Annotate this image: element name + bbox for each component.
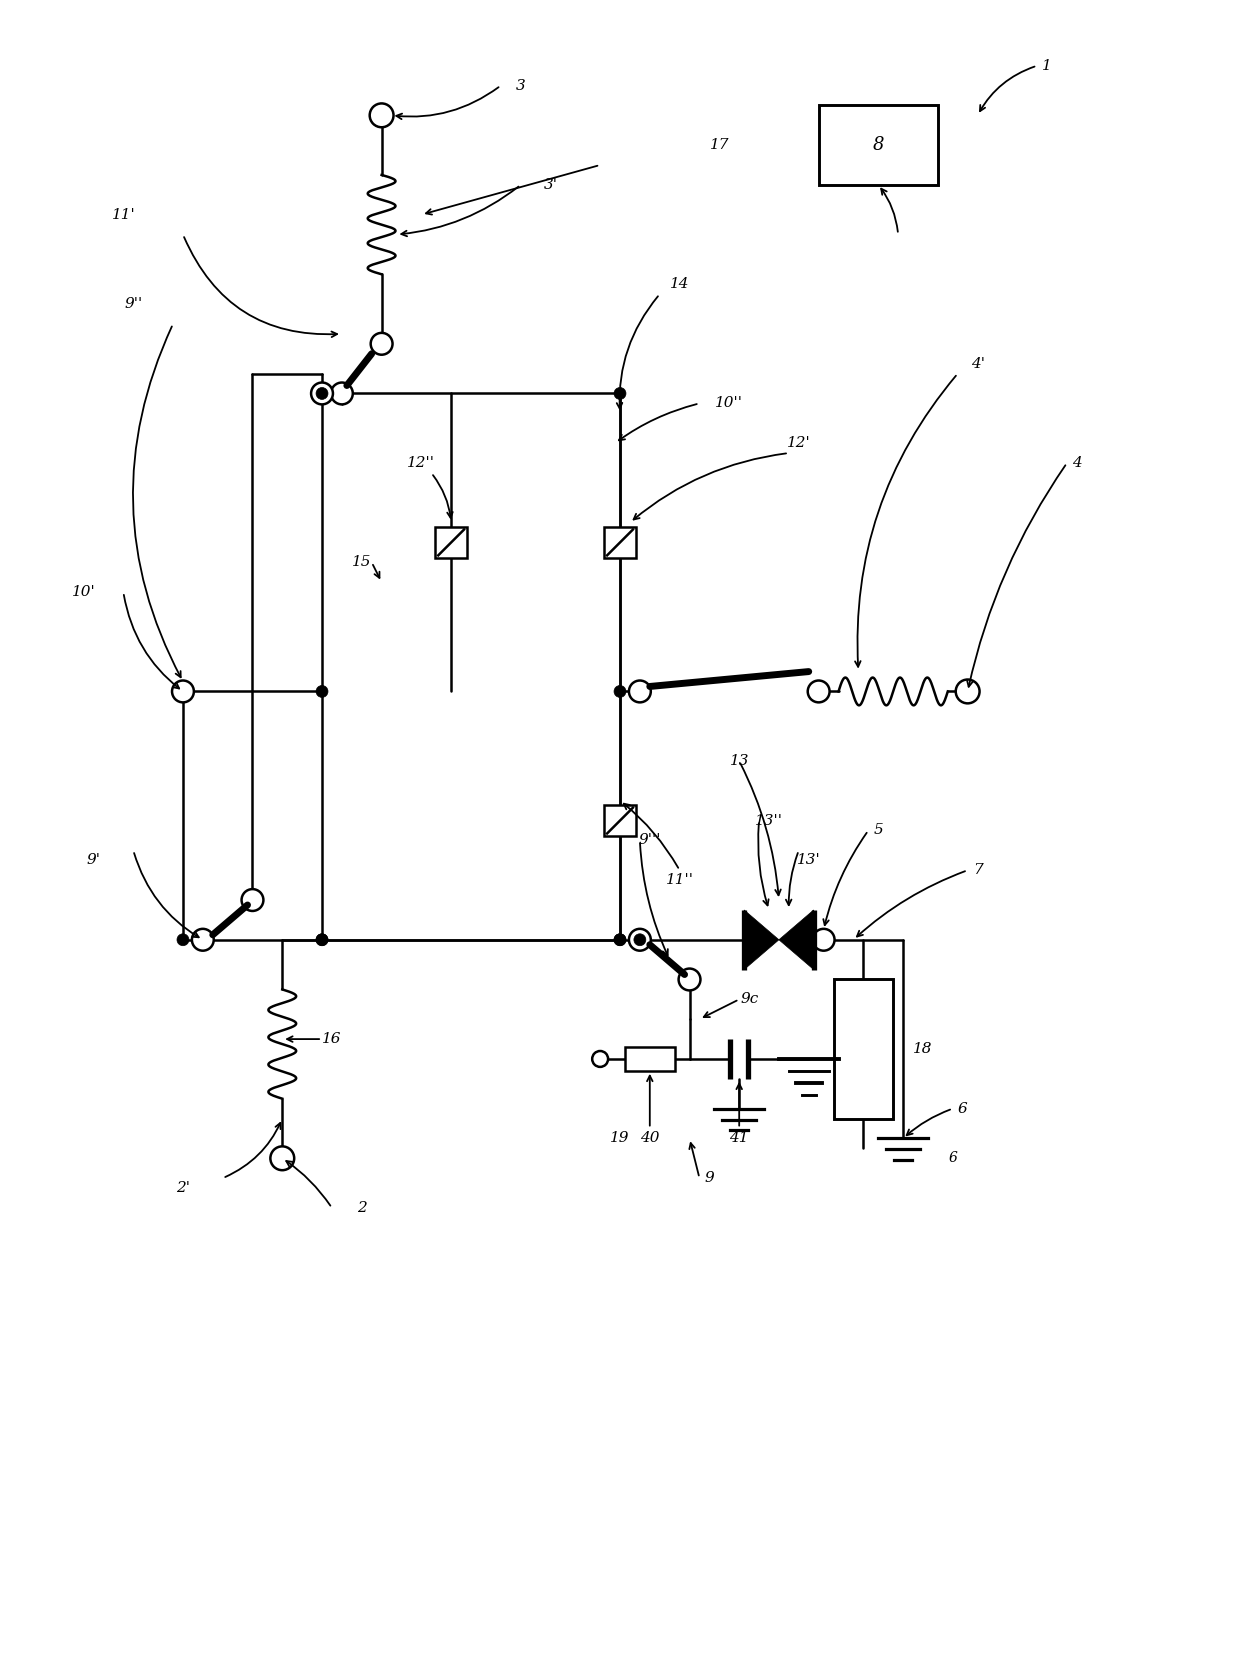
Circle shape — [370, 103, 393, 128]
Text: 2': 2' — [176, 1181, 190, 1194]
Text: 9: 9 — [704, 1171, 714, 1186]
Circle shape — [242, 889, 263, 910]
Text: 12'': 12'' — [408, 457, 435, 470]
Text: 10': 10' — [72, 585, 95, 600]
Text: 13: 13 — [729, 754, 749, 767]
Text: 13'': 13'' — [755, 814, 782, 827]
Circle shape — [614, 387, 626, 399]
Text: 11'': 11'' — [666, 874, 693, 887]
Circle shape — [678, 968, 701, 990]
Text: 9'': 9'' — [124, 297, 143, 311]
Bar — [604, 527, 636, 558]
Bar — [625, 1046, 675, 1071]
Bar — [604, 804, 636, 837]
Text: 40: 40 — [640, 1131, 660, 1146]
Circle shape — [956, 679, 980, 703]
Circle shape — [807, 681, 830, 703]
Text: 6: 6 — [957, 1101, 967, 1116]
Circle shape — [172, 681, 193, 703]
Text: 15: 15 — [352, 555, 372, 570]
Circle shape — [331, 382, 353, 404]
Text: 16: 16 — [322, 1031, 342, 1046]
Text: 13': 13' — [797, 854, 821, 867]
Circle shape — [614, 686, 626, 698]
Text: 5: 5 — [873, 824, 883, 837]
Circle shape — [593, 1051, 608, 1066]
Circle shape — [614, 933, 626, 945]
Circle shape — [177, 933, 188, 945]
Polygon shape — [779, 910, 813, 970]
Circle shape — [614, 933, 626, 945]
Text: 19: 19 — [610, 1131, 630, 1146]
Circle shape — [316, 686, 327, 698]
Circle shape — [634, 933, 646, 945]
Circle shape — [629, 928, 651, 950]
Text: 41: 41 — [729, 1131, 749, 1146]
Bar — [833, 980, 893, 1118]
Circle shape — [629, 681, 651, 703]
Bar — [818, 105, 937, 184]
Circle shape — [812, 928, 835, 950]
Circle shape — [270, 1146, 294, 1171]
Text: 9c: 9c — [740, 992, 758, 1007]
Text: 3': 3' — [543, 178, 558, 193]
Circle shape — [192, 928, 213, 950]
Text: 9': 9' — [87, 854, 100, 867]
Text: 2: 2 — [357, 1201, 367, 1214]
Text: 7: 7 — [972, 864, 982, 877]
Circle shape — [371, 332, 393, 355]
Circle shape — [316, 933, 327, 945]
Text: 4': 4' — [971, 357, 985, 370]
Text: 14: 14 — [670, 277, 689, 291]
Text: 10'': 10'' — [715, 397, 743, 410]
Text: 3: 3 — [516, 78, 526, 93]
Text: 1: 1 — [1043, 58, 1052, 73]
Text: 6: 6 — [949, 1151, 957, 1166]
Circle shape — [311, 382, 334, 404]
Text: 8: 8 — [873, 136, 884, 154]
Text: 17: 17 — [709, 138, 729, 153]
Polygon shape — [744, 910, 779, 970]
Text: 4: 4 — [1073, 457, 1081, 470]
Text: 11': 11' — [112, 208, 135, 221]
Circle shape — [316, 387, 327, 399]
Bar — [435, 527, 467, 558]
Text: 12': 12' — [787, 437, 811, 450]
Text: 18: 18 — [913, 1041, 932, 1056]
Text: 9''': 9''' — [639, 834, 661, 847]
Circle shape — [316, 933, 327, 945]
